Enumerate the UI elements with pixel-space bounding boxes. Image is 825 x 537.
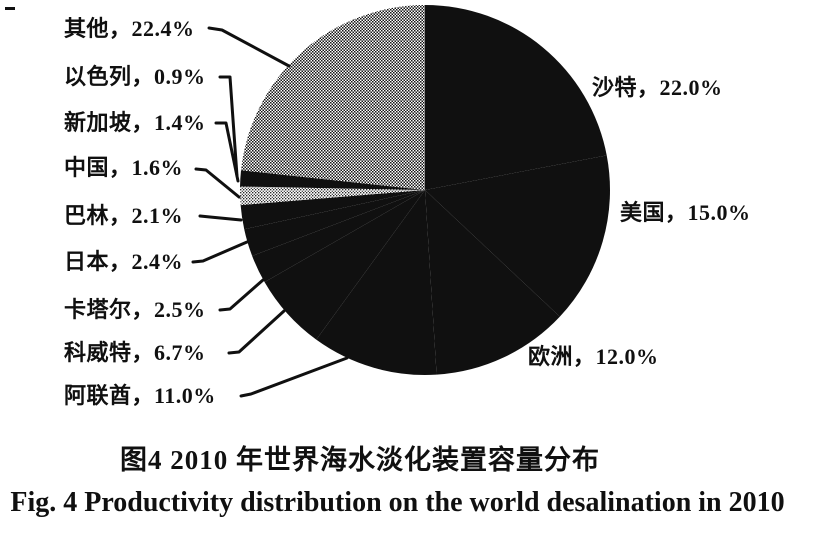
pie-slice-japan — [244, 190, 425, 256]
leader-line-qatar — [218, 278, 265, 312]
slice-label-japan: 日本，2.4% — [64, 249, 184, 274]
leader-line-israel — [218, 75, 239, 178]
slice-label-others: 其他，22.4% — [64, 16, 195, 41]
leader-lines — [191, 26, 349, 398]
pie-slice-saudi-arabia — [425, 5, 607, 190]
pie-slice-europe — [425, 190, 560, 375]
pie-wedges — [239, 5, 610, 375]
pie-slice-kuwait — [264, 190, 425, 340]
leader-line-others — [207, 26, 291, 68]
figure-caption-en: Fig. 4 Productivity distribution on the … — [10, 487, 785, 518]
leader-line-bahrain — [198, 214, 243, 222]
scan-artifact — [5, 7, 15, 10]
slice-label-kuwait: 科威特，6.7% — [64, 340, 206, 365]
pie-slice-uae — [316, 190, 437, 375]
slice-label-israel: 以色列，0.9% — [64, 64, 206, 89]
slice-label-bahrain: 巴林，2.1% — [64, 203, 184, 228]
leader-line-japan — [191, 240, 249, 264]
leader-line-singapore — [214, 121, 240, 183]
slice-label-china: 中国，1.6% — [64, 155, 184, 180]
slice-label-europe: 欧洲，12.0% — [528, 344, 659, 369]
leader-line-kuwait — [227, 309, 286, 355]
slice-label-qatar: 卡塔尔，2.5% — [64, 297, 206, 322]
pie-slice-others — [242, 5, 425, 190]
leader-line-china — [194, 167, 241, 199]
slice-label-singapore: 新加坡，1.4% — [64, 110, 206, 135]
pie-slice-china — [239, 186, 425, 206]
pie-slice-bahrain — [240, 190, 425, 230]
slice-label-uae: 阿联酋，11.0% — [64, 383, 216, 408]
leader-line-uae — [239, 356, 349, 398]
slice-label-usa: 美国，15.0% — [620, 200, 751, 225]
figure-caption-cn: 图4 2010 年世界海水淡化装置容量分布 — [120, 445, 600, 475]
pie-slice-qatar — [252, 190, 425, 283]
pie-slice-usa — [425, 155, 610, 317]
pie-slice-israel — [241, 159, 425, 190]
slice-label-saudi-arabia: 沙特，22.0% — [592, 75, 723, 100]
pie-slice-singapore — [240, 170, 425, 190]
